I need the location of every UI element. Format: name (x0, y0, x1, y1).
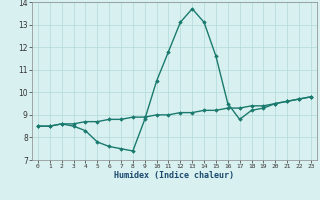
X-axis label: Humidex (Indice chaleur): Humidex (Indice chaleur) (115, 171, 234, 180)
